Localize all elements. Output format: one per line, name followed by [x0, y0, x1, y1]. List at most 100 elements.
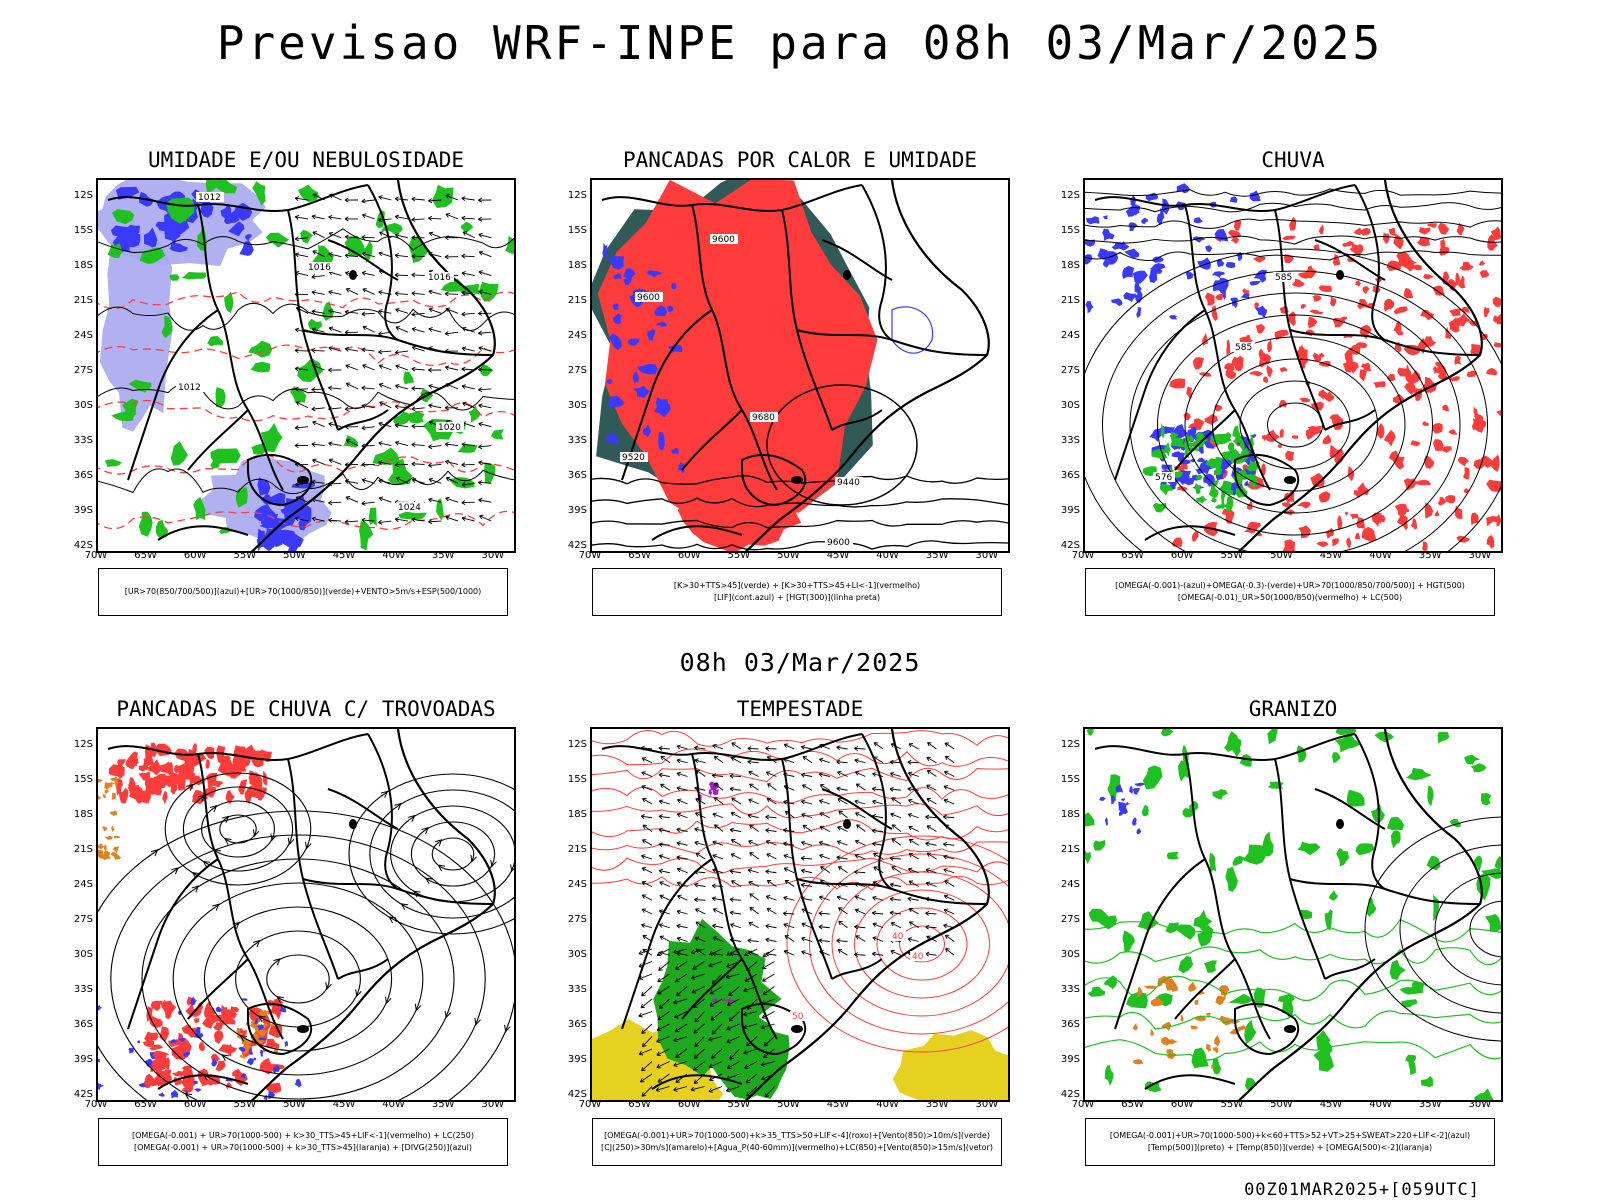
geopotential-500-contour	[1085, 188, 1501, 197]
temperature-850-contour	[1122, 930, 1136, 953]
temperature-850-contour	[1193, 909, 1213, 933]
streamline-250hpa	[266, 954, 330, 1004]
rain-area-red	[1322, 391, 1335, 402]
longitude-tick-label: 65W	[1121, 1099, 1144, 1110]
omega-500-area-orange	[1166, 1039, 1178, 1045]
rain-area-red	[1456, 222, 1465, 236]
wind-vector	[764, 1086, 775, 1098]
streamline-250hpa	[141, 858, 455, 1100]
pressure-isobar	[98, 302, 514, 332]
lifted-index-contour	[613, 313, 622, 325]
latitude-tick-label: 39S	[1060, 1054, 1080, 1065]
rain-area-red	[1389, 450, 1401, 462]
temperature-850-contour	[1409, 981, 1425, 994]
temperature-850-contour	[1470, 763, 1487, 773]
lifted-index-contour	[653, 402, 671, 418]
thunderstorm-area-red	[181, 1024, 192, 1034]
thunderstorm-area-red	[268, 1023, 283, 1039]
wind-vector	[694, 936, 706, 942]
lifted-index-contour	[613, 273, 622, 280]
wind-vector	[378, 349, 392, 355]
wind-vector	[411, 406, 425, 412]
rain-area-red	[1187, 421, 1202, 431]
wind-vector	[889, 855, 901, 861]
thunderstorm-area-red	[175, 763, 190, 777]
wind-vector	[478, 346, 492, 352]
latitude-tick-label: 27S	[1060, 914, 1080, 925]
wind-vector	[311, 327, 325, 333]
rain-area-green	[1240, 440, 1245, 450]
wind-vector	[660, 783, 671, 791]
streamline-arrow	[276, 996, 284, 1003]
panel-title: TEMPESTADE	[736, 697, 864, 721]
streamline-250hpa	[369, 789, 514, 919]
wind-vector	[713, 824, 724, 832]
wind-vector	[428, 444, 442, 450]
latitude-tick-label: 33S	[1060, 435, 1080, 446]
wind-vector	[428, 477, 442, 484]
rain-area-red	[1422, 421, 1430, 426]
temperature-850-contour	[1494, 856, 1501, 870]
rain-area-red	[1221, 508, 1234, 518]
thunderstorm-area-orange	[263, 1023, 269, 1028]
wind-vector	[659, 881, 670, 887]
thunderstorm-area-red	[115, 779, 122, 796]
map-canvas: 585585585576	[1085, 180, 1501, 551]
temperature-850-contour	[1224, 736, 1242, 752]
wind-vector	[943, 894, 955, 901]
wind-vector	[762, 986, 775, 996]
coastline	[744, 729, 990, 1100]
temperature-850-contour	[1228, 993, 1253, 1005]
omega-500-area-orange	[1150, 998, 1164, 1007]
wind-vector	[641, 881, 653, 887]
rain-area-red	[1496, 410, 1501, 417]
rain-area-red	[1325, 527, 1334, 539]
wind-vector	[890, 922, 902, 929]
rain-area-red	[1387, 373, 1396, 381]
contour-label: 1020	[438, 423, 461, 433]
wind-vector	[945, 948, 955, 956]
divergence-area-blue	[246, 1058, 254, 1066]
divergence-area-blue	[260, 1049, 263, 1057]
wind-vector	[944, 934, 955, 942]
legend-line: [OMEGA(-0.001) + UR>70(1000-500) + k>30_…	[133, 1143, 473, 1152]
temperature-850-contour	[1406, 767, 1432, 781]
rain-area-red	[1401, 505, 1410, 513]
wind-vector	[761, 1011, 775, 1019]
wind-vector	[311, 348, 325, 353]
humidity-low-level-contour	[250, 361, 271, 373]
wind-vector	[854, 799, 866, 805]
thunderstorm-area-red	[150, 1077, 166, 1087]
humidity-high-area	[200, 193, 214, 218]
wind-vector	[345, 496, 359, 503]
state-border	[781, 758, 833, 980]
wind-vector	[411, 517, 425, 523]
wind-vector	[641, 785, 653, 791]
lifted-index-contour	[636, 363, 658, 375]
wind-vector	[855, 812, 866, 819]
wind-vector	[748, 798, 759, 805]
wind-vector	[712, 923, 724, 929]
wind-vector	[726, 1061, 740, 1069]
humidity-low-level-contour	[505, 235, 514, 254]
contour-label-bg	[910, 951, 926, 961]
rain-area-red	[1376, 423, 1385, 439]
wind-vector	[709, 998, 723, 1007]
lifted-index-contour	[671, 282, 677, 290]
precipitable-water-contour	[592, 767, 1008, 783]
thunderstorm-area-red	[142, 1040, 155, 1047]
rain-area-blue	[1211, 271, 1225, 278]
wind-vector	[818, 938, 830, 944]
longitude-tick-label: 60W	[1170, 1099, 1194, 1110]
rain-area-red	[1454, 355, 1462, 365]
wind-vector	[479, 514, 492, 522]
wind-vector	[677, 894, 688, 901]
wind-vector	[747, 868, 759, 874]
wind-vector	[729, 786, 741, 792]
streamline-250hpa	[431, 837, 475, 871]
wind-vector	[819, 812, 830, 819]
rain-area-red	[1265, 429, 1281, 443]
legend-line: [OMEGA(-0.001) + UR>70(1000-500) + k>30_…	[131, 1131, 475, 1140]
thunderstorm-area-orange	[113, 835, 121, 839]
wind-vector	[673, 998, 688, 1005]
